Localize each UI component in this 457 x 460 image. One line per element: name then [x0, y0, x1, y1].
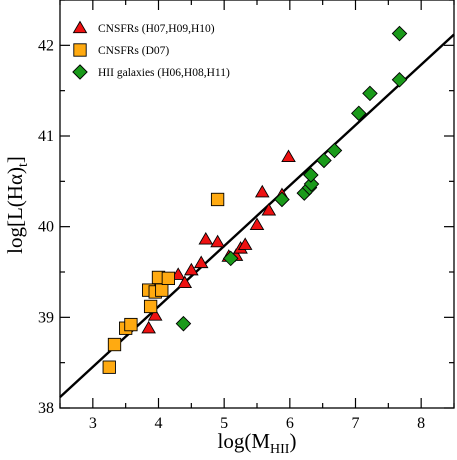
- y-tick-label: 42: [38, 37, 54, 54]
- data-point-square: [161, 271, 175, 285]
- x-tick-label: 6: [286, 415, 294, 432]
- data-point-square: [210, 192, 225, 207]
- data-point-diamond: [351, 105, 367, 122]
- x-tick-label: 3: [89, 415, 97, 432]
- x-tick-label: 4: [155, 415, 163, 432]
- legend-marker-square: [73, 43, 87, 57]
- legend: CNSFRs (H07,H09,H10) CNSFRs (D07) HII gala…: [72, 20, 230, 80]
- legend-marker-triangle: [72, 20, 88, 34]
- data-point-diamond: [222, 250, 239, 267]
- y-axis-title-group: log[L(Hα)t]: [3, 156, 31, 254]
- data-point-diamond: [326, 142, 343, 159]
- y-axis-title: log[L(Hα)t]: [3, 156, 31, 254]
- data-point-square: [155, 283, 169, 297]
- x-tick-label: 5: [220, 415, 228, 432]
- data-point-square: [124, 317, 138, 332]
- legend-marker-diamond: [72, 64, 88, 80]
- data-point-diamond: [316, 152, 332, 169]
- y-tick-label: 40: [38, 219, 54, 236]
- data-point-square: [102, 360, 116, 374]
- data-point-triangle: [254, 184, 270, 198]
- legend-label: CNSFRs (H07,H09,H10): [98, 23, 215, 35]
- x-tick-label: 7: [352, 415, 360, 432]
- data-point-triangle: [281, 149, 296, 162]
- data-point-diamond: [175, 315, 192, 332]
- data-point-triangle: [237, 237, 253, 250]
- x-axis-title: log(MHII): [218, 429, 297, 457]
- data-point-square: [107, 337, 122, 352]
- data-point-triangle: [141, 320, 156, 334]
- y-tick-label: 39: [38, 309, 54, 326]
- x-tick-label: 8: [417, 415, 425, 432]
- y-axis-title-subscript: t: [16, 163, 31, 167]
- data-point-diamond: [274, 191, 290, 208]
- data-point-diamond: [303, 176, 320, 192]
- data-point-triangle: [177, 275, 193, 289]
- data-point-diamond: [303, 167, 319, 183]
- fit-line: [59, 33, 455, 399]
- data-point-square: [143, 299, 158, 314]
- data-point-triangle: [147, 308, 163, 321]
- y-tick-label: 38: [38, 400, 54, 417]
- x-axis-title-subscript: HII: [270, 442, 290, 457]
- data-point-diamond: [391, 25, 408, 42]
- y-tick-label: 41: [38, 128, 54, 145]
- legend-label: CNSFRs (D07): [98, 45, 169, 57]
- legend-label: HII galaxies (H06,H08,H11): [98, 67, 230, 79]
- data-point-triangle: [193, 255, 209, 269]
- data-point-triangle: [184, 262, 199, 276]
- data-point-triangle: [210, 234, 225, 248]
- data-point-diamond: [362, 85, 378, 102]
- data-point-diamond: [391, 72, 408, 88]
- data-point-triangle: [198, 231, 214, 245]
- data-point-triangle: [261, 202, 277, 216]
- data-point-triangle: [249, 217, 265, 230]
